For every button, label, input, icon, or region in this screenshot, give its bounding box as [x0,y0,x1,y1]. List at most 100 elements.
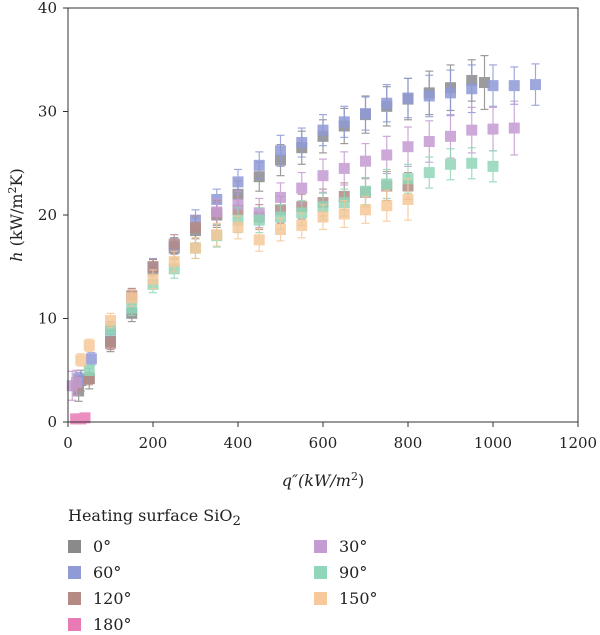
data-point [360,155,371,167]
data-point [296,219,308,231]
data-point [168,256,180,268]
data-point [445,130,456,142]
data-point [338,116,350,128]
data-point [126,302,138,314]
data-point [338,162,350,174]
legend-label: 180° [93,614,132,634]
data-point [232,199,244,211]
data-point [317,124,329,136]
data-point [508,80,520,92]
series-150° [75,178,414,367]
data-point [317,211,329,223]
legend-label: 30° [339,536,368,556]
legend-item: 60° [68,561,314,583]
legend-swatch [68,591,81,605]
data-point [466,157,478,169]
series-60° [73,63,541,386]
data-point [466,124,478,136]
data-point [296,182,308,194]
x-tick-label: 0 [63,434,73,452]
legend-swatch [314,591,327,605]
data-point [402,141,414,153]
data-point [190,221,201,233]
data-point [147,261,159,273]
x-tick-label: 200 [139,434,168,452]
y-tick-label: 40 [38,0,57,17]
series-90° [83,147,499,377]
data-point [338,208,350,220]
data-point [381,97,393,109]
data-point [232,176,244,188]
x-tick-label: 800 [394,434,423,452]
data-point [211,229,223,241]
data-point [360,108,371,120]
data-point [275,223,286,235]
series-180° [70,412,91,425]
legend-item: 150° [314,587,560,609]
data-point [190,242,201,254]
legend-item: 90° [314,561,560,583]
legend-label: 150° [339,588,378,608]
x-tick-label: 1000 [474,434,512,452]
data-point [423,136,435,148]
y-axis-label: h (kW/m2K) [6,168,27,262]
axis-ticks: 0 200 400 600 800 1000 1200 0 10 20 30 40 [38,0,597,452]
data-point [126,292,138,304]
data-point [253,214,265,226]
legend: Heating surface SiO2 0° 30° 60° 90° 120° 150°… [68,506,588,635]
x-axis-label: q″(kW/m2) [282,470,364,491]
data-point [71,377,82,389]
data-point [317,170,329,182]
data-point [479,77,490,89]
data-point [296,137,308,149]
data-point [105,337,116,349]
data-point [275,191,286,203]
data-point [445,87,456,99]
data-point [381,149,393,161]
legend-swatch [68,539,81,553]
y-tick-label: 30 [38,103,57,121]
data-point [487,160,499,172]
x-tick-label: 600 [309,434,338,452]
data-point [79,412,91,424]
data-point [147,273,159,285]
y-axis-label-end: K) [7,168,26,186]
legend-swatch [68,617,81,631]
y-axis-label-sup: 2 [6,186,19,193]
data-point [423,167,435,179]
y-tick-label: 10 [38,310,57,328]
data-point [402,92,414,104]
plot-marks [66,55,541,425]
x-tick-label: 400 [224,434,253,452]
data-point [85,353,97,365]
x-tick-label: 1200 [559,434,597,452]
data-point [275,211,286,223]
data-point [83,373,95,385]
y-axis-label-base: (kW/m [7,193,26,251]
legend-swatch [68,565,81,579]
data-point [508,122,520,134]
data-point [360,204,371,216]
legend-title-sub: 2 [232,514,241,530]
data-point [466,83,478,95]
data-point [275,145,286,157]
x-axis-label-end: ) [358,471,364,490]
data-point [232,221,244,233]
data-point [253,234,265,246]
data-point [83,339,95,351]
legend-label: 120° [93,588,132,608]
y-tick-label: 0 [47,413,57,431]
legend-label: 90° [339,562,368,582]
data-point [75,354,87,366]
data-point [105,315,116,327]
data-point [381,178,393,190]
data-point [168,238,180,250]
legend-item: 120° [68,587,314,609]
legend-item: 180° [68,613,314,635]
legend-label: 0° [93,536,112,556]
series-30° [66,100,520,401]
legend-item: 30° [314,535,560,557]
data-point [105,323,116,335]
legend-label: 60° [93,562,122,582]
